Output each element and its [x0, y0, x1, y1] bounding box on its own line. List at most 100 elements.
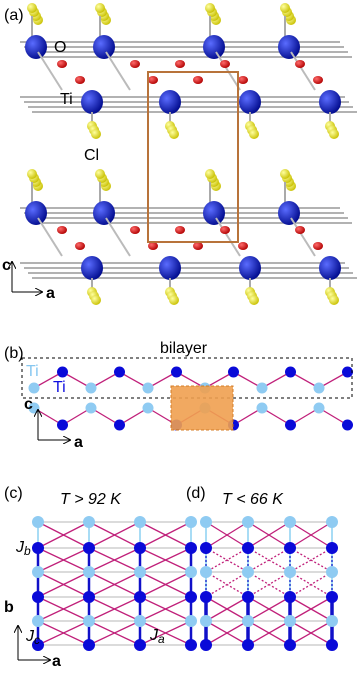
- ti-atom: [83, 615, 95, 627]
- ti-atom: [203, 201, 225, 225]
- ti-atom: [185, 566, 197, 578]
- ti-atom: [83, 639, 95, 651]
- ti-atom: [200, 516, 212, 528]
- ti-atom: [200, 542, 212, 554]
- ti-atom: [200, 591, 212, 603]
- ti-atom: [326, 516, 338, 528]
- ti-atom: [134, 566, 146, 578]
- ti-atom: [200, 639, 212, 651]
- ti-atom: [200, 615, 212, 627]
- cl-atom: [280, 3, 290, 13]
- ti-atom: [314, 383, 325, 394]
- ti-atom: [200, 566, 212, 578]
- ti-atom: [257, 403, 268, 414]
- cl-atom: [329, 129, 339, 139]
- ti-atom: [326, 591, 338, 603]
- atom-label: Cl: [84, 147, 99, 164]
- ti-atom: [185, 591, 197, 603]
- o-atom: [220, 226, 230, 234]
- ti-atom: [319, 90, 341, 114]
- ti-atom: [239, 90, 261, 114]
- o-atom: [75, 76, 85, 84]
- ti-atom: [185, 542, 197, 554]
- atom-label: O: [54, 39, 66, 56]
- ti-atom: [242, 542, 254, 554]
- bilayer-label: bilayer: [160, 340, 208, 357]
- cell-square: [171, 386, 233, 430]
- axis-label: a: [74, 434, 83, 451]
- cl-atom: [27, 169, 37, 179]
- ti-atom: [284, 591, 296, 603]
- axis-label: a: [46, 285, 55, 302]
- ti-atom: [86, 403, 97, 414]
- o-atom: [75, 242, 85, 250]
- o-atom: [148, 76, 158, 84]
- temperature: T < 66 K: [222, 491, 284, 508]
- ti-atom: [319, 256, 341, 280]
- ti-label: Ti: [53, 379, 66, 396]
- ti-atom: [134, 615, 146, 627]
- ti-atom: [83, 542, 95, 554]
- ti-atom: [93, 201, 115, 225]
- ti-atom: [32, 615, 44, 627]
- ti-atom: [114, 367, 125, 378]
- cl-atom: [169, 129, 179, 139]
- figure: (a) O Ti Cl c a (b) bilayer Ti Ti c a (c…: [0, 0, 357, 676]
- ti-atom: [326, 566, 338, 578]
- ti-atom: [25, 201, 47, 225]
- ti-atom: [159, 90, 181, 114]
- cl-atom: [205, 169, 215, 179]
- ti-atom: [81, 90, 103, 114]
- ti-atom: [83, 516, 95, 528]
- ti-atom: [134, 591, 146, 603]
- ti-atom: [57, 420, 68, 431]
- cl-atom: [329, 295, 339, 305]
- subscript: b: [24, 544, 31, 558]
- ti-atom: [81, 256, 103, 280]
- ti-atom: [326, 615, 338, 627]
- subscript: a: [158, 632, 165, 646]
- cl-atom: [27, 3, 37, 13]
- ti-atom: [326, 639, 338, 651]
- ti-atom: [83, 591, 95, 603]
- ti-atom: [143, 403, 154, 414]
- panel-label: (a): [4, 7, 24, 24]
- o-atom: [57, 60, 67, 68]
- ti-atom: [239, 256, 261, 280]
- ti-atom: [342, 420, 353, 431]
- cl-atom: [169, 295, 179, 305]
- ti-atom: [342, 367, 353, 378]
- ti-atom: [32, 591, 44, 603]
- o-atom: [193, 242, 203, 250]
- coupling-label: Ja: [149, 627, 165, 646]
- cl-atom: [280, 169, 290, 179]
- ti-atom: [171, 367, 182, 378]
- panel-label: (c): [4, 485, 23, 502]
- cl-atom: [91, 295, 101, 305]
- ti-atom: [114, 420, 125, 431]
- ti-atom: [185, 639, 197, 651]
- cl-atom: [249, 295, 259, 305]
- lattice-c: [32, 516, 197, 651]
- ti-atom: [134, 542, 146, 554]
- ti-atom: [228, 367, 239, 378]
- ti-atom: [32, 542, 44, 554]
- o-atom: [175, 60, 185, 68]
- panel-label: (b): [4, 345, 24, 362]
- ti-atom: [284, 615, 296, 627]
- o-atom: [57, 226, 67, 234]
- ti-atom: [284, 516, 296, 528]
- axis-label: c: [2, 257, 11, 274]
- cl-atom: [91, 129, 101, 139]
- ti-atom: [285, 420, 296, 431]
- ti-atom: [278, 35, 300, 59]
- ti-atom: [159, 256, 181, 280]
- ti-atom: [284, 639, 296, 651]
- ti-atom: [32, 516, 44, 528]
- ti-atom: [285, 367, 296, 378]
- ti-atom: [242, 639, 254, 651]
- ti-label: Ti: [26, 363, 39, 380]
- ti-atom: [93, 35, 115, 59]
- ti-atom: [203, 35, 225, 59]
- o-atom: [193, 76, 203, 84]
